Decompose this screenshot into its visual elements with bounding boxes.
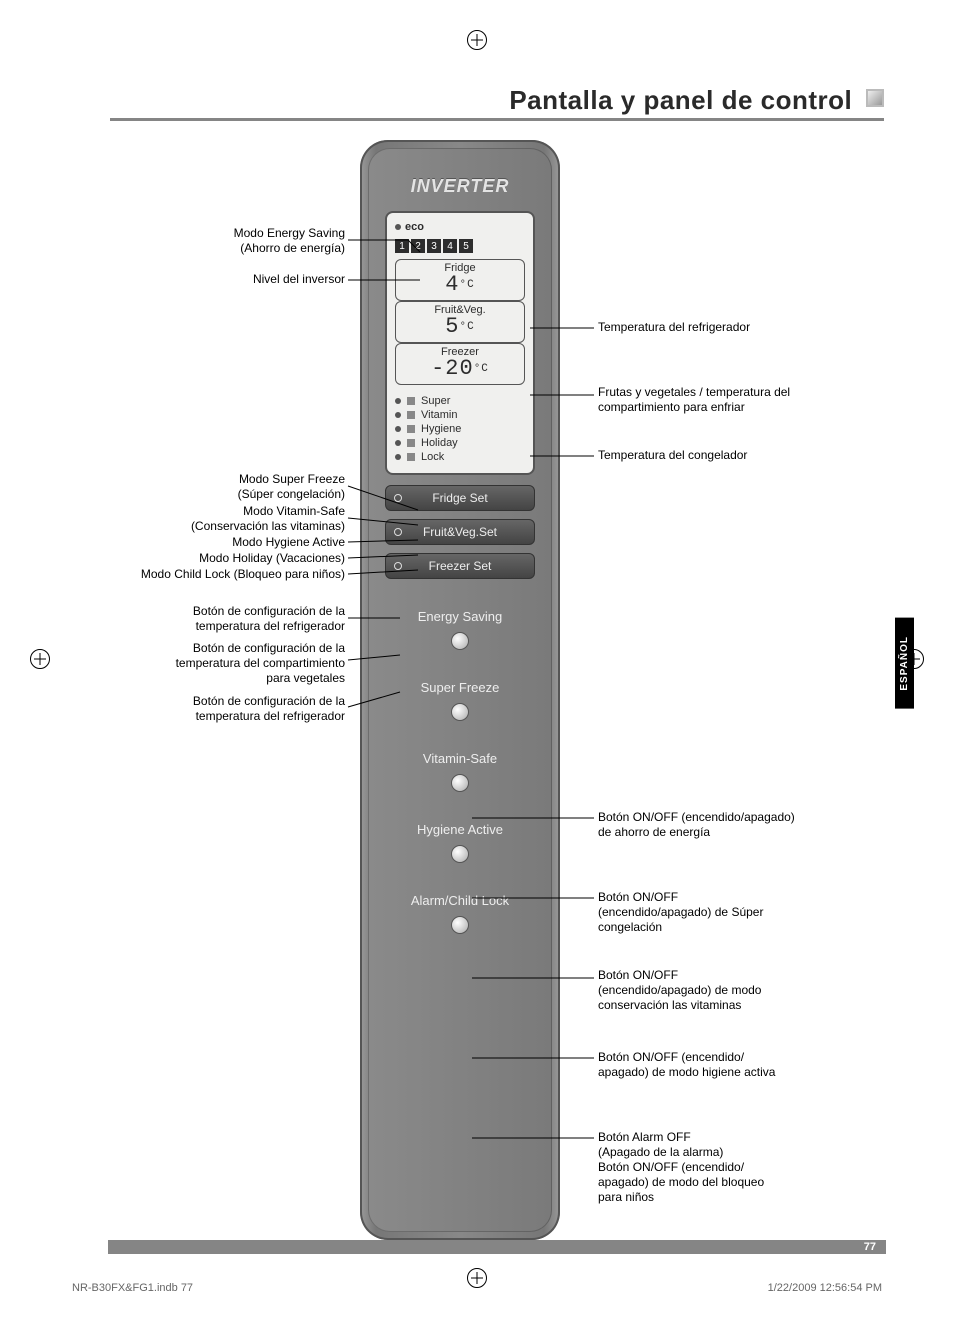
callout-mode-vitamin: Modo Vitamin-Safe (Conservación las vita…: [100, 504, 345, 534]
func-section-alarmchildlock: Alarm/Child Lock: [368, 883, 552, 934]
mode-indicator-vitamin: Vitamin: [395, 409, 525, 421]
mode-indicator-super: Super: [395, 395, 525, 407]
func-label: Vitamin-Safe: [368, 741, 552, 774]
lcd-display: eco 12345 Fridge4°CFruit&Veg.5°CFreezer-…: [385, 211, 535, 475]
mode-indicators: Super Vitamin Hygiene Holiday Lock: [395, 395, 525, 463]
ring-icon: [394, 528, 402, 536]
inverter-levels: 12345: [395, 239, 525, 253]
mode-dot-icon: [395, 426, 401, 432]
mode-dot-icon: [395, 412, 401, 418]
func-button-vitaminsafe[interactable]: [451, 774, 469, 792]
temp-value: 5°C: [400, 316, 520, 338]
func-button-superfreeze[interactable]: [451, 703, 469, 721]
temp-value: -20°C: [400, 358, 520, 380]
set-button-fruitvegset[interactable]: Fruit&Veg.Set: [385, 519, 535, 545]
eco-label: eco: [405, 221, 424, 233]
mode-label: Vitamin: [421, 409, 457, 421]
temp-box-fridge: Fridge4°C: [395, 259, 525, 301]
mode-indicator-hygiene: Hygiene: [395, 423, 525, 435]
set-button-label: Fridge Set: [432, 491, 487, 505]
mode-square-icon: [407, 425, 415, 433]
mode-square-icon: [407, 439, 415, 447]
set-buttons-group: Fridge Set Fruit&Veg.Set Freezer Set: [385, 485, 535, 579]
inverter-level-1: 1: [395, 239, 409, 253]
callout-btn-vitamin: Botón ON/OFF (encendido/apagado) de modo…: [598, 968, 878, 1013]
func-button-energysaving[interactable]: [451, 632, 469, 650]
mode-square-icon: [407, 411, 415, 419]
mode-label: Lock: [421, 451, 444, 463]
function-buttons-group: Energy Saving Super Freeze Vitamin-Safe Hyg…: [368, 579, 552, 934]
footer-filename: NR-B30FX&FG1.indb 77: [72, 1282, 193, 1294]
temp-value: 4°C: [400, 274, 520, 296]
temp-label: Fridge: [400, 262, 520, 274]
eco-dot-icon: [395, 224, 401, 230]
callout-temp-freezer: Temperatura del congelador: [598, 448, 858, 463]
func-section-superfreeze: Super Freeze: [368, 670, 552, 721]
footer-rule: [108, 1240, 886, 1254]
callout-mode-holiday: Modo Holiday (Vacaciones): [100, 551, 345, 566]
registration-mark-icon: [467, 30, 487, 50]
mode-label: Super: [421, 395, 450, 407]
func-label: Super Freeze: [368, 670, 552, 703]
registration-mark-icon: [30, 649, 50, 669]
temp-box-freezer: Freezer-20°C: [395, 343, 525, 385]
func-label: Hygiene Active: [368, 812, 552, 845]
inverter-level-5: 5: [459, 239, 473, 253]
callout-eco: Modo Energy Saving (Ahorro de energía): [110, 226, 345, 256]
callout-set-freezer: Botón de configuración de la temperatura…: [100, 694, 345, 724]
callout-btn-hygiene: Botón ON/OFF (encendido/ apagado) de mod…: [598, 1050, 878, 1080]
eco-indicator: eco: [395, 221, 525, 233]
callout-mode-lock: Modo Child Lock (Bloqueo para niños): [60, 567, 345, 582]
inverter-level-3: 3: [427, 239, 441, 253]
set-button-freezerset[interactable]: Freezer Set: [385, 553, 535, 579]
callout-set-fruitveg: Botón de configuración de la temperatura…: [100, 641, 345, 686]
mode-indicator-lock: Lock: [395, 451, 525, 463]
callout-btn-energy: Botón ON/OFF (encendido/apagado) de ahor…: [598, 810, 878, 840]
title-text: Pantalla y panel de control: [509, 85, 852, 115]
set-button-fridgeset[interactable]: Fridge Set: [385, 485, 535, 511]
control-panel: INVERTER eco 12345 Fridge4°CFruit&Veg.5°…: [360, 140, 560, 1240]
callout-levels: Nivel del inversor: [110, 272, 345, 287]
set-button-label: Freezer Set: [429, 559, 492, 573]
func-button-alarmchildlock[interactable]: [451, 916, 469, 934]
page-number: 77: [864, 1241, 876, 1253]
callout-mode-hygiene: Modo Hygiene Active: [100, 535, 345, 550]
mode-dot-icon: [395, 440, 401, 446]
callout-btn-superfreeze: Botón ON/OFF (encendido/apagado) de Súpe…: [598, 890, 878, 935]
func-label: Energy Saving: [368, 599, 552, 632]
ring-icon: [394, 562, 402, 570]
callout-temp-fridge: Temperatura del refrigerador: [598, 320, 858, 335]
func-button-hygieneactive[interactable]: [451, 845, 469, 863]
func-section-hygieneactive: Hygiene Active: [368, 812, 552, 863]
temp-box-fruitveg: Fruit&Veg.5°C: [395, 301, 525, 343]
language-tab: ESPAÑOL: [895, 618, 914, 709]
mode-dot-icon: [395, 454, 401, 460]
callout-set-fridge: Botón de configuración de la temperatura…: [100, 604, 345, 634]
mode-square-icon: [407, 397, 415, 405]
mode-square-icon: [407, 453, 415, 461]
func-section-vitaminsafe: Vitamin-Safe: [368, 741, 552, 792]
callout-temp-fruitveg: Frutas y vegetales / temperatura del com…: [598, 385, 878, 415]
registration-mark-icon: [467, 1268, 487, 1288]
mode-label: Holiday: [421, 437, 458, 449]
callout-mode-super: Modo Super Freeze (Súper congelación): [100, 472, 345, 502]
temp-label: Fruit&Veg.: [400, 304, 520, 316]
brand-label: INVERTER: [411, 176, 510, 197]
ring-icon: [394, 494, 402, 502]
mode-dot-icon: [395, 398, 401, 404]
footer-timestamp: 1/22/2009 12:56:54 PM: [768, 1282, 882, 1294]
inverter-level-2: 2: [411, 239, 425, 253]
callout-btn-alarmlock: Botón Alarm OFF (Apagado de la alarma) B…: [598, 1130, 878, 1205]
title-square-icon: [866, 89, 884, 107]
mode-label: Hygiene: [421, 423, 461, 435]
inverter-level-4: 4: [443, 239, 457, 253]
func-section-energysaving: Energy Saving: [368, 599, 552, 650]
set-button-label: Fruit&Veg.Set: [423, 525, 497, 539]
func-label: Alarm/Child Lock: [368, 883, 552, 916]
mode-indicator-holiday: Holiday: [395, 437, 525, 449]
page-title: Pantalla y panel de control: [110, 85, 884, 121]
control-panel-inner: INVERTER eco 12345 Fridge4°CFruit&Veg.5°…: [368, 148, 552, 1232]
